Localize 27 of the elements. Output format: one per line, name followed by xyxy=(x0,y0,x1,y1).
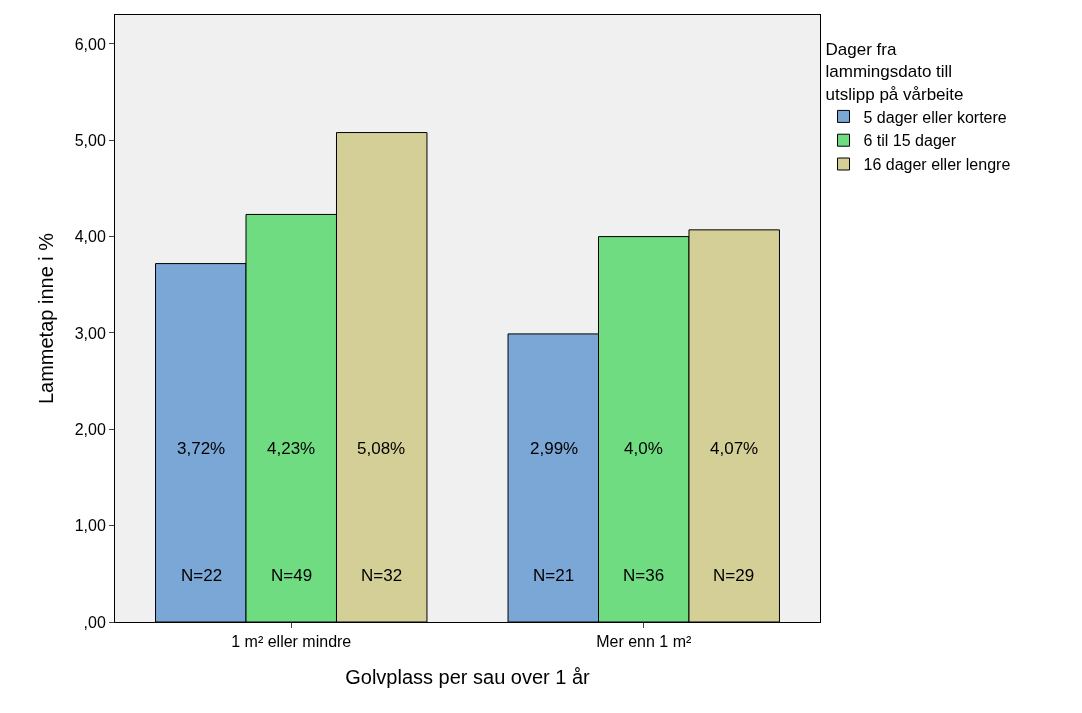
y-tick-label: 5,00 xyxy=(74,131,106,149)
y-tick-label: 6,00 xyxy=(74,35,106,53)
data-label: 4,0% xyxy=(624,439,663,458)
x-tick-label: Mer enn 1 m² xyxy=(596,633,692,651)
x-tick-label: 1 m² eller mindre xyxy=(231,633,352,651)
data-label: 4,07% xyxy=(710,439,759,458)
annotation: N=29 xyxy=(713,566,755,585)
y-tick-label: 3,00 xyxy=(74,324,106,342)
y-axis-title: Lammetap inne i % xyxy=(35,232,58,405)
y-tick-label: ,00 xyxy=(83,613,106,631)
annotation: N=36 xyxy=(623,566,665,585)
y-tick-label: 1,00 xyxy=(74,517,106,535)
legend-title: Dager fra lammingsdato till utslipp på vårbeite xyxy=(825,40,964,104)
annotation: N=22 xyxy=(181,566,223,585)
data-label: 3,72% xyxy=(177,439,226,458)
legend-label: 5 dager eller kortere xyxy=(863,108,1007,126)
y-tick-label: 4,00 xyxy=(74,228,106,246)
x-axis-title: Golvplass per sau over 1 år xyxy=(345,665,591,688)
annotation: N=49 xyxy=(271,566,313,585)
y-tick-label: 2,00 xyxy=(74,420,106,438)
data-label: 2,99% xyxy=(530,439,579,458)
data-label: 5,08% xyxy=(357,439,406,458)
annotation: N=32 xyxy=(361,566,403,585)
data-label: 4,23% xyxy=(267,439,316,458)
legend-label: 6 til 15 dager xyxy=(863,132,957,150)
legend-label: 16 dager eller lengre xyxy=(863,156,1011,174)
annotation: N=21 xyxy=(533,566,575,585)
